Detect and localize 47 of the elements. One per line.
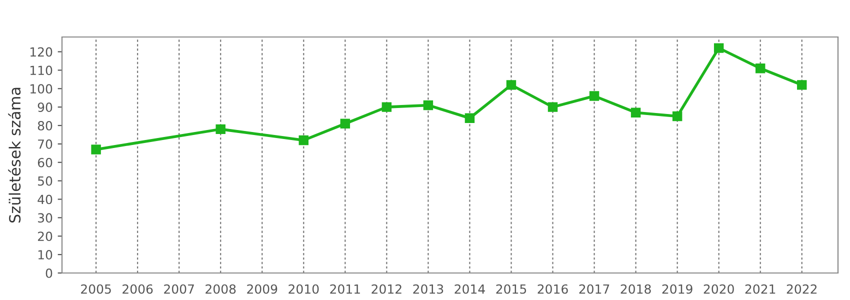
x-tick-label: 2013 bbox=[413, 284, 444, 294]
point bbox=[672, 111, 682, 122]
y-tick-label: 110 bbox=[30, 66, 52, 76]
y-tick-label: 10 bbox=[38, 250, 52, 260]
y-tick-label: 50 bbox=[38, 176, 52, 186]
point bbox=[714, 43, 724, 53]
x-tick-label: 2019 bbox=[662, 284, 692, 294]
x-tick-label: 2021 bbox=[745, 284, 776, 294]
x-tick-label: 2009 bbox=[247, 284, 278, 294]
point bbox=[298, 135, 309, 146]
y-tick-label: 70 bbox=[38, 139, 52, 149]
point bbox=[589, 91, 600, 101]
x-tick-label: 2016 bbox=[538, 284, 568, 294]
y-tick-label: 60 bbox=[38, 158, 52, 168]
x-tick-label: 2014 bbox=[454, 284, 485, 294]
y-tick-label: 20 bbox=[38, 232, 52, 242]
x-tick-label: 2007 bbox=[164, 284, 194, 294]
point bbox=[91, 144, 101, 154]
point bbox=[506, 80, 516, 90]
x-tick-label: 2005 bbox=[81, 284, 111, 294]
x-tick-label: 2018 bbox=[620, 284, 651, 294]
point bbox=[382, 102, 392, 112]
x-tick-label: 2011 bbox=[330, 284, 360, 294]
y-tick-label: 30 bbox=[38, 213, 52, 223]
y-tick-label: 40 bbox=[38, 194, 52, 204]
y-tick-label: 0 bbox=[46, 268, 52, 278]
point bbox=[464, 113, 475, 123]
x-tick-label: 2008 bbox=[206, 284, 236, 294]
point bbox=[755, 63, 766, 74]
point bbox=[797, 80, 807, 90]
x-tick-label: 2012 bbox=[372, 284, 402, 294]
x-tick-label: 2006 bbox=[122, 284, 153, 294]
x-tick-label: 2017 bbox=[579, 284, 610, 294]
y-tick-label: 100 bbox=[30, 84, 52, 94]
x-tick-label: 2010 bbox=[288, 284, 319, 294]
y-axis-title: Születések száma bbox=[8, 88, 21, 223]
x-tick-label: 2022 bbox=[786, 284, 817, 294]
point bbox=[548, 102, 558, 112]
point bbox=[216, 124, 226, 134]
x-tick-label: 2015 bbox=[496, 284, 526, 294]
y-tick-label: 120 bbox=[30, 47, 52, 57]
x-tick-label: 2020 bbox=[704, 284, 734, 294]
point bbox=[340, 118, 350, 129]
point bbox=[423, 100, 434, 110]
y-tick-label: 90 bbox=[38, 102, 52, 112]
point bbox=[630, 108, 641, 118]
y-tick-label: 80 bbox=[38, 120, 52, 130]
